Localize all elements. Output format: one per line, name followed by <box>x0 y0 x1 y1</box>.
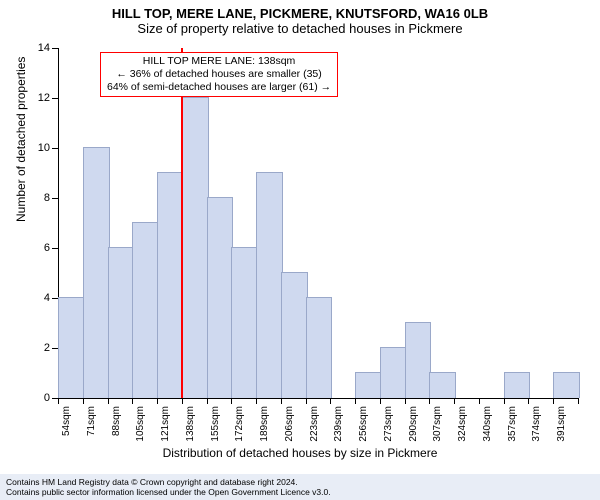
x-tick <box>578 398 579 404</box>
y-tick <box>52 248 58 249</box>
histogram-bar <box>281 272 308 398</box>
x-tick <box>58 398 59 404</box>
histogram-bar <box>405 322 432 398</box>
annotation-line-3: 64% of semi-detached houses are larger (… <box>107 81 331 94</box>
x-tick-label: 340sqm <box>482 406 493 442</box>
annotation-line-1: HILL TOP MERE LANE: 138sqm <box>107 55 331 68</box>
x-tick-label: 172sqm <box>234 406 245 442</box>
x-tick <box>182 398 183 404</box>
chart-plot-area: 0246810121454sqm71sqm88sqm105sqm121sqm13… <box>58 48 578 398</box>
y-tick <box>52 98 58 99</box>
x-tick-label: 71sqm <box>86 406 97 436</box>
y-tick-label: 6 <box>10 242 50 254</box>
x-tick-label: 138sqm <box>185 406 196 442</box>
x-tick-label: 206sqm <box>284 406 295 442</box>
x-tick-label: 105sqm <box>135 406 146 442</box>
histogram-bar <box>355 372 382 398</box>
x-tick-label: 189sqm <box>259 406 270 442</box>
y-tick-label: 10 <box>10 142 50 154</box>
histogram-bar <box>256 172 283 398</box>
x-tick <box>454 398 455 404</box>
y-tick-label: 12 <box>10 92 50 104</box>
x-tick <box>429 398 430 404</box>
x-tick-label: 290sqm <box>408 406 419 442</box>
x-tick-label: 239sqm <box>333 406 344 442</box>
histogram-bar <box>182 97 209 398</box>
x-tick <box>528 398 529 404</box>
x-tick <box>207 398 208 404</box>
x-tick <box>281 398 282 404</box>
x-tick-label: 391sqm <box>556 406 567 442</box>
histogram-bar <box>231 247 258 398</box>
footer-attribution: Contains HM Land Registry data © Crown c… <box>0 474 600 500</box>
x-tick <box>355 398 356 404</box>
y-tick-label: 4 <box>10 292 50 304</box>
plot-region: 0246810121454sqm71sqm88sqm105sqm121sqm13… <box>58 48 578 398</box>
marker-vertical-line <box>181 48 183 398</box>
x-tick-label: 324sqm <box>457 406 468 442</box>
y-tick <box>52 198 58 199</box>
y-tick-label: 14 <box>10 42 50 54</box>
annotation-box: HILL TOP MERE LANE: 138sqm ← 36% of deta… <box>100 52 338 97</box>
x-tick-label: 374sqm <box>531 406 542 442</box>
annotation-line-2: ← 36% of detached houses are smaller (35… <box>107 68 331 81</box>
chart-title-sub: Size of property relative to detached ho… <box>0 21 600 36</box>
x-tick <box>306 398 307 404</box>
histogram-bar <box>157 172 184 398</box>
chart-title-main: HILL TOP, MERE LANE, PICKMERE, KNUTSFORD… <box>0 0 600 21</box>
histogram-bar <box>429 372 456 398</box>
x-axis-title: Distribution of detached houses by size … <box>0 446 600 460</box>
histogram-bar <box>207 197 234 398</box>
x-tick <box>553 398 554 404</box>
x-tick <box>157 398 158 404</box>
histogram-bar <box>380 347 407 398</box>
y-tick <box>52 48 58 49</box>
x-tick-label: 155sqm <box>210 406 221 442</box>
x-tick-label: 256sqm <box>358 406 369 442</box>
histogram-bar <box>83 147 110 398</box>
histogram-bar <box>108 247 135 398</box>
x-tick-label: 223sqm <box>309 406 320 442</box>
x-tick <box>108 398 109 404</box>
x-tick <box>83 398 84 404</box>
x-tick <box>479 398 480 404</box>
chart-container: HILL TOP, MERE LANE, PICKMERE, KNUTSFORD… <box>0 0 600 500</box>
y-tick <box>52 148 58 149</box>
histogram-bar <box>58 297 85 398</box>
x-tick <box>504 398 505 404</box>
x-tick <box>231 398 232 404</box>
x-tick <box>132 398 133 404</box>
footer-line-2: Contains public sector information licen… <box>6 487 594 497</box>
y-tick-label: 0 <box>10 392 50 404</box>
x-tick-label: 273sqm <box>383 406 394 442</box>
x-tick-label: 54sqm <box>61 406 72 436</box>
x-axis-line <box>58 398 578 399</box>
histogram-bar <box>132 222 159 398</box>
x-tick-label: 88sqm <box>111 406 122 436</box>
y-tick-label: 8 <box>10 192 50 204</box>
x-tick-label: 357sqm <box>507 406 518 442</box>
y-tick-label: 2 <box>10 342 50 354</box>
histogram-bar <box>306 297 333 398</box>
footer-line-1: Contains HM Land Registry data © Crown c… <box>6 477 594 487</box>
x-tick <box>380 398 381 404</box>
x-tick-label: 121sqm <box>160 406 171 442</box>
x-tick <box>405 398 406 404</box>
x-tick <box>330 398 331 404</box>
histogram-bar <box>504 372 531 398</box>
x-tick <box>256 398 257 404</box>
histogram-bar <box>553 372 580 398</box>
x-tick-label: 307sqm <box>432 406 443 442</box>
